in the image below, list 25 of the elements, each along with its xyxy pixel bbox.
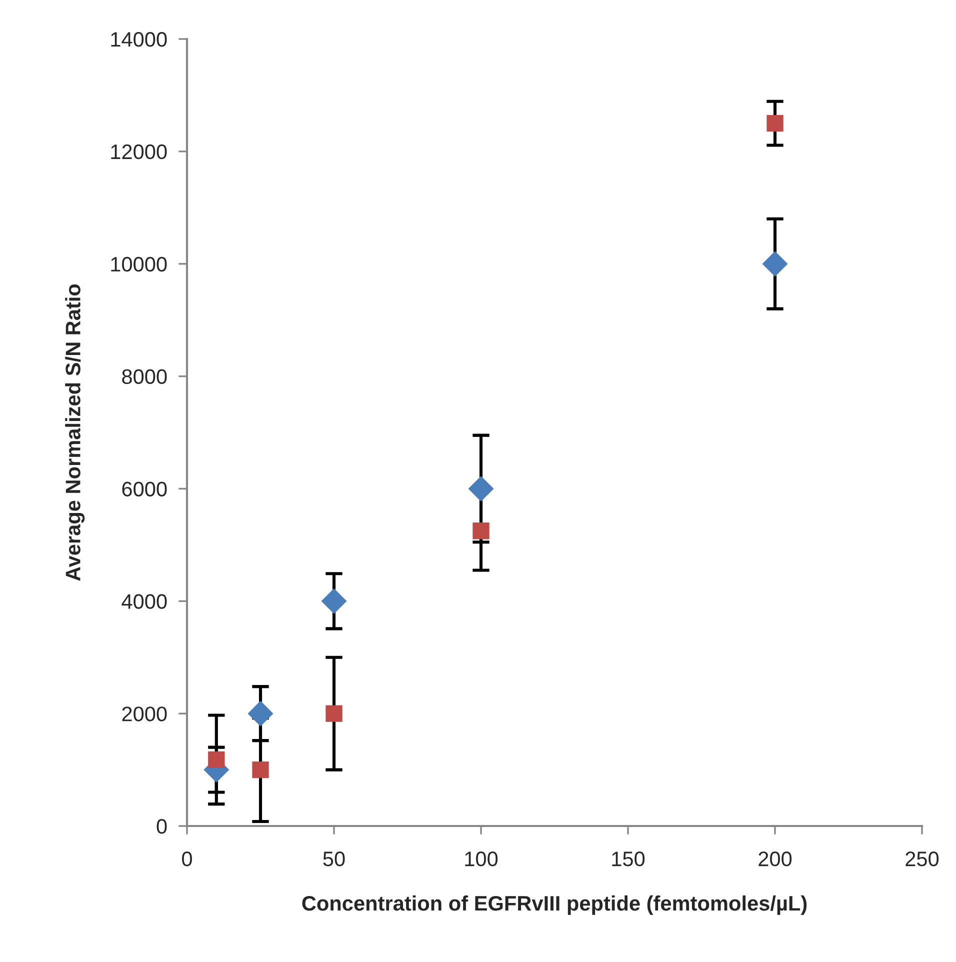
y-tick-label: 10000 — [111, 256, 167, 272]
point — [252, 761, 269, 778]
x-tick-label: 50 — [323, 852, 345, 866]
x-axis-title: Concentration of EGFRvIII peptide (femtomoles/µL) — [302, 895, 807, 915]
x-tick-label: 0 — [182, 852, 192, 866]
x-tick-label: 200 — [758, 852, 792, 866]
y-axis-title: Average Normalized S/N Ratio — [65, 284, 85, 581]
point — [472, 522, 490, 540]
y-tick-label: 4000 — [122, 594, 167, 609]
point — [766, 114, 784, 132]
point — [208, 751, 225, 768]
point — [248, 701, 273, 726]
point — [468, 476, 494, 502]
y-tick-label: 2000 — [122, 706, 167, 722]
y-tick-label: 12000 — [111, 144, 167, 160]
y-tick-label: 14000 — [111, 32, 167, 47]
point — [326, 705, 342, 722]
y-tick-label: 8000 — [122, 369, 167, 384]
x-tick-label: 150 — [612, 852, 645, 866]
x-tick-label: 250 — [906, 852, 939, 866]
point — [762, 251, 788, 276]
y-tick-label: 0 — [156, 819, 167, 834]
point — [322, 588, 346, 614]
x-tick-label: 100 — [465, 852, 498, 866]
y-tick-label: 6000 — [122, 482, 167, 496]
